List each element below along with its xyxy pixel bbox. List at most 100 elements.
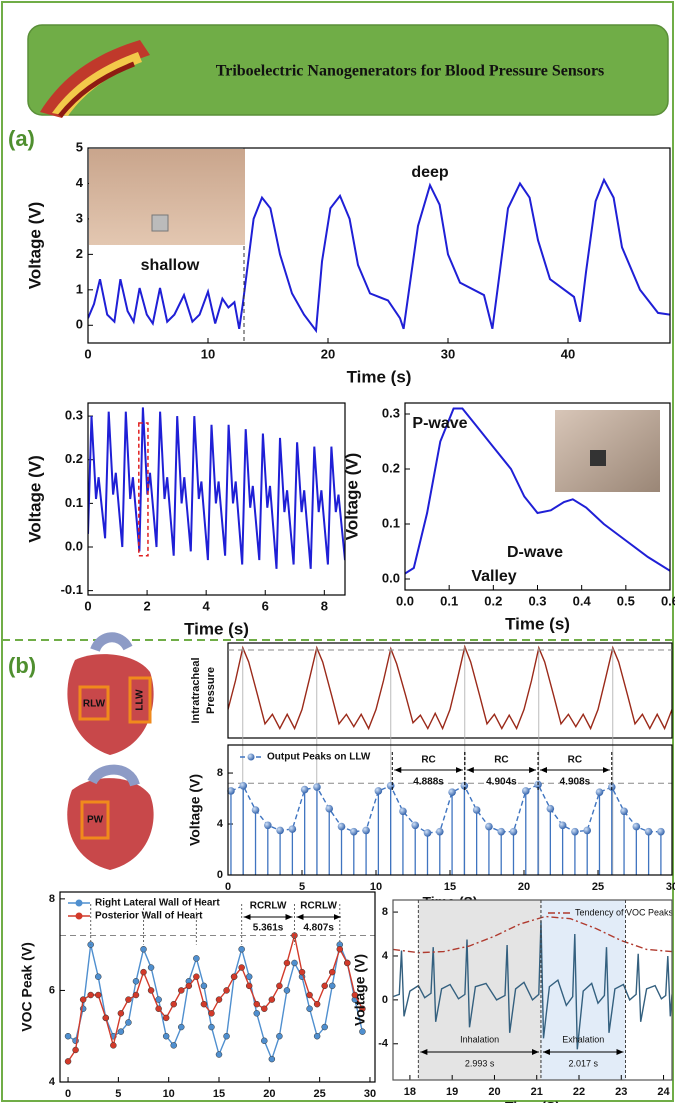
annotation: P-wave (412, 415, 467, 432)
data-point (559, 821, 567, 829)
chart: 048051015202530Time (S)Voltage (V)Output… (187, 745, 675, 910)
y-tick-label: 0.2 (65, 451, 83, 466)
data-point (522, 787, 530, 795)
data-point (359, 1029, 365, 1035)
y-tick-label: 8 (382, 906, 388, 918)
data-point (73, 1047, 79, 1053)
legend-label: Posterior Wall of Heart (95, 911, 203, 922)
span-value: 2.017 s (568, 1058, 598, 1068)
x-tick-label: 10 (370, 881, 382, 893)
data-point (254, 1001, 260, 1007)
data-point (387, 782, 395, 790)
y-tick-label: 0 (382, 994, 388, 1006)
data-point (201, 983, 207, 989)
data-point (118, 1010, 124, 1016)
interval-label: RC (568, 755, 582, 766)
y-tick-label: 0.3 (382, 405, 400, 420)
x-tick-label: 0.6 (661, 593, 675, 608)
x-tick-label: 0.4 (573, 593, 592, 608)
data-point (276, 983, 282, 989)
device-photo (590, 450, 606, 466)
x-tick-label: 0.1 (440, 593, 458, 608)
data-point (208, 1010, 214, 1016)
data-point (261, 1006, 267, 1012)
x-tick-label: 0.2 (484, 593, 502, 608)
heart-vessel (95, 637, 128, 650)
x-tick-label: 6 (262, 598, 269, 613)
data-point (276, 1033, 282, 1039)
x-tick-label: 5 (299, 881, 305, 893)
data-point (284, 960, 290, 966)
data-point (141, 946, 147, 952)
x-axis-label: Time (s) (347, 367, 412, 386)
data-point (301, 786, 309, 794)
chart: -404818192021222324Time (S)Voltage (V)Te… (352, 900, 674, 1103)
data-point (148, 965, 154, 971)
data-point (201, 1001, 207, 1007)
data-point (322, 1024, 328, 1030)
data-point (596, 788, 604, 796)
data-point (264, 821, 272, 829)
y-tick-label: 1 (76, 281, 83, 296)
x-axis-label: Time (S) (505, 1099, 560, 1103)
data-point (338, 823, 346, 831)
data-point (178, 987, 184, 993)
data-point (252, 806, 260, 814)
data-point (375, 787, 383, 795)
panel-label: (b) (8, 653, 36, 678)
data-point (313, 783, 321, 791)
data-point (65, 1033, 71, 1039)
data-point (362, 827, 370, 835)
shaded-span (418, 900, 541, 1080)
x-tick-label: 20 (518, 881, 530, 893)
x-tick-label: 25 (314, 1088, 326, 1100)
data-point (299, 969, 305, 975)
data-point (186, 983, 192, 989)
data-point (510, 828, 518, 836)
data-point (163, 1033, 169, 1039)
data-point (171, 1001, 177, 1007)
data-point (103, 1015, 109, 1021)
y-tick-label: 5 (76, 139, 83, 154)
y-tick-label: 8 (217, 767, 223, 779)
data-line (228, 647, 672, 729)
span-label: Inhalation (460, 1034, 499, 1044)
interval-value: 4.908s (560, 777, 591, 788)
data-point (448, 788, 456, 796)
data-point (133, 992, 139, 998)
heart-shape (67, 778, 153, 870)
y-tick-label: 2 (76, 246, 83, 261)
x-tick-label: 0 (84, 598, 91, 613)
data-point (424, 829, 432, 837)
data-point (171, 1042, 177, 1048)
interval-label: RC (421, 755, 435, 766)
y-tick-label: 0.3 (65, 408, 83, 423)
header-banner: Triboelectric Nanogenerators for Blood P… (28, 25, 668, 118)
data-point (216, 1052, 222, 1058)
x-tick-label: 0 (225, 881, 231, 893)
data-line (88, 407, 345, 568)
data-point (633, 823, 641, 831)
y-axis-label: Voltage (V) (352, 954, 368, 1026)
data-point (436, 828, 444, 836)
y-tick-label: 6 (49, 984, 55, 996)
data-point (314, 1033, 320, 1039)
y-tick-label: 4 (217, 818, 224, 830)
data-point (246, 974, 252, 980)
x-tick-label: 2 (143, 598, 150, 613)
device-photo (152, 215, 168, 231)
annotation: Valley (471, 568, 516, 585)
legend-marker (76, 900, 83, 907)
data-point (411, 821, 419, 829)
data-point (329, 969, 335, 975)
chart: 468051015202530Time (S)VOC Peak (V)Right… (19, 892, 376, 1103)
data-point (193, 974, 199, 980)
data-point (156, 997, 162, 1003)
y-tick-label: 0 (76, 317, 83, 332)
span-label: Exhalation (562, 1034, 604, 1044)
data-point (246, 983, 252, 989)
legend-label: Output Peaks on LLW (267, 752, 371, 763)
span-value: 2.993 s (465, 1058, 495, 1068)
interval-label: RCRLW (250, 901, 287, 912)
plot-frame (228, 745, 672, 875)
